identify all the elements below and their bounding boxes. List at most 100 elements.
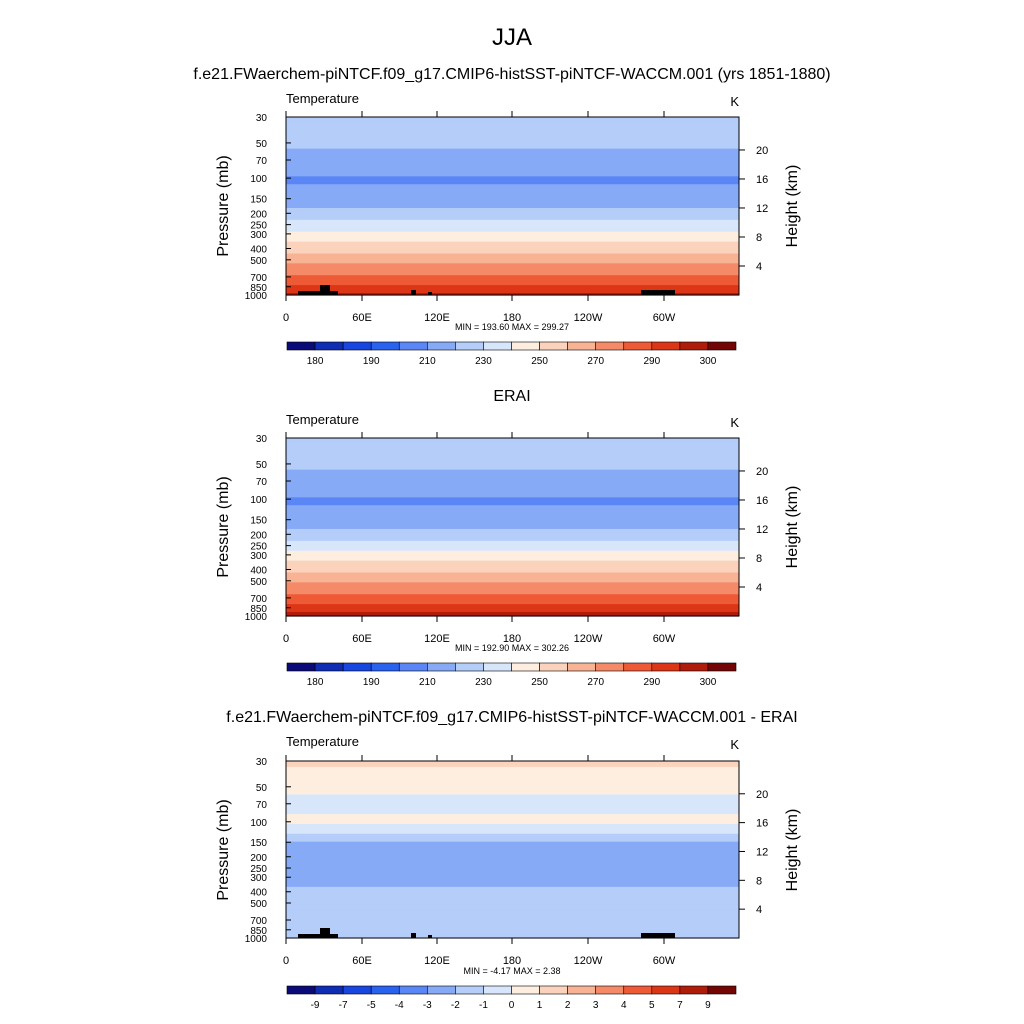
obs-variable-label: Temperature — [286, 412, 359, 427]
difference-contour-band — [286, 873, 739, 876]
difference-contour-band — [286, 816, 739, 819]
colorbar-swatch — [286, 341, 316, 351]
y-tick-label: 50 — [256, 460, 268, 471]
y-tick-label-right: 16 — [756, 818, 768, 830]
model-contour-band — [286, 249, 739, 253]
difference-contour-band — [286, 849, 739, 853]
diff-units-label: K — [730, 737, 739, 752]
y-tick-label: 700 — [250, 916, 267, 927]
model-contour-band — [286, 154, 739, 158]
topography-mask — [298, 291, 338, 295]
model-contour-band — [286, 261, 739, 264]
model-contour-band — [286, 146, 739, 150]
difference-contour-band — [286, 837, 739, 841]
y-tick-label: 500 — [250, 899, 267, 910]
model-contour-band — [286, 257, 739, 260]
y-tick-label: 150 — [250, 195, 267, 206]
difference-contour-band — [286, 900, 739, 904]
x-tick-label: 0 — [283, 312, 289, 324]
y-tick-label-right: 12 — [756, 524, 768, 536]
y-tick-label-right: 16 — [756, 495, 768, 507]
difference-contour-band — [286, 914, 739, 917]
y-tick-label-right: 4 — [756, 261, 762, 273]
colorbar-swatch — [567, 985, 596, 995]
y-tick-label-right: 20 — [756, 145, 768, 157]
obs-contour-band — [286, 485, 739, 489]
model-contour-band — [286, 192, 739, 195]
topography-mask — [428, 935, 432, 938]
difference-contour-band — [286, 814, 739, 817]
obs-contour-band — [286, 503, 739, 506]
colorbar-label: 4 — [621, 1000, 627, 1011]
model-contour-band — [286, 267, 739, 270]
y-tick-label: 500 — [250, 256, 267, 267]
difference-contour-band — [286, 916, 739, 919]
y-tick-label: 850 — [250, 283, 267, 294]
colorbar-label: 300 — [700, 356, 717, 367]
topography-mask — [320, 928, 330, 938]
model-contour-band — [286, 255, 739, 259]
colorbar-swatch — [595, 341, 625, 351]
obs-contour-band — [286, 517, 739, 520]
x-tick-label: 120E — [424, 955, 450, 967]
obs-contour-band — [286, 473, 739, 477]
x-tick-label: 180 — [503, 955, 521, 967]
difference-contour-band — [286, 875, 739, 878]
model-contour-band — [286, 186, 739, 189]
model-contour-band — [286, 178, 739, 181]
topography-mask — [641, 290, 675, 295]
y-tick-label: 1000 — [245, 291, 268, 302]
colorbar-swatch — [455, 662, 484, 672]
obs-contour-band — [286, 574, 739, 578]
colorbar-swatch — [314, 662, 344, 672]
colorbar-swatch — [483, 985, 512, 995]
model-contour-band — [286, 170, 739, 173]
model-contour-band — [286, 162, 739, 166]
model-contour-band — [286, 204, 739, 207]
model-contour-band — [286, 118, 739, 122]
obs-contour-band — [286, 527, 739, 530]
model-contour-band — [286, 150, 739, 154]
difference-colorbar: -9 -7 -5 -4 -3 -2 -1 0 1 2 3 4 5 7 9 — [286, 985, 737, 1011]
model-contour-band — [286, 245, 739, 249]
difference-contour-band — [286, 802, 739, 805]
y-tick-label: 100 — [250, 495, 267, 506]
model-contour-band — [286, 132, 739, 136]
colorbar-swatch — [623, 341, 653, 351]
difference-contour-band — [286, 918, 739, 921]
y-tick-label: 700 — [250, 273, 267, 284]
obs-contour-band — [286, 554, 739, 558]
y-tick-label: 100 — [250, 174, 267, 185]
obs-contour-band — [286, 550, 739, 554]
colorbar-swatch — [707, 662, 737, 672]
difference-contour-band — [286, 896, 739, 900]
difference-contour-band — [286, 821, 739, 825]
model-contour-band — [286, 277, 739, 280]
obs-contour-band — [286, 438, 739, 441]
model-contour-band — [286, 247, 739, 251]
colorbar-label: 9 — [705, 1000, 711, 1011]
colorbar-swatch — [679, 985, 709, 995]
obs-contour-band — [286, 556, 739, 560]
colorbar-swatch — [539, 985, 568, 995]
model-contour-band — [286, 140, 739, 144]
difference-contour-band — [286, 774, 739, 778]
colorbar-swatch — [455, 985, 484, 995]
model-contour-band — [286, 182, 739, 185]
topography-mask — [298, 934, 338, 938]
obs-contour-band — [286, 487, 739, 491]
topography-mask — [411, 290, 416, 295]
obs-contour-band — [286, 523, 739, 526]
model-contour-band — [286, 124, 739, 128]
difference-contour-band — [286, 800, 739, 803]
y-tick-label: 700 — [250, 594, 267, 605]
y-tick-label: 300 — [250, 551, 267, 562]
colorbar-label: 1 — [537, 1000, 543, 1011]
obs-contour-band — [286, 532, 739, 536]
model-contour-band — [286, 229, 739, 233]
obs-contour-band — [286, 439, 739, 443]
y-tick-label: 400 — [250, 244, 267, 255]
y-tick-label: 250 — [250, 221, 267, 232]
model-panel-title: f.e21.FWaerchem-piNTCF.f09_g17.CMIP6-his… — [193, 66, 830, 83]
difference-contour-band — [286, 865, 739, 868]
